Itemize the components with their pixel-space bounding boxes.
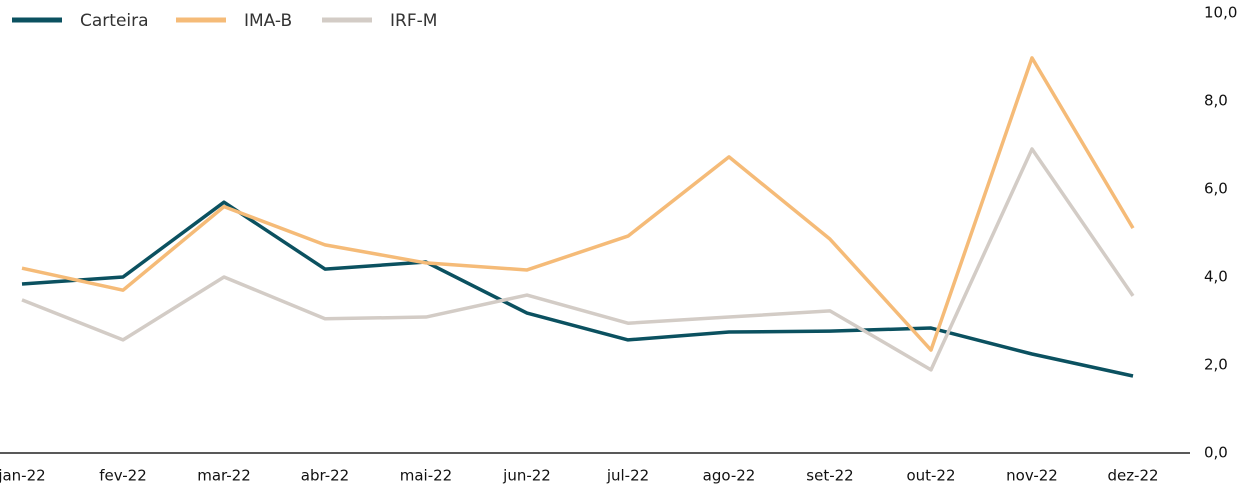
x-tick-label: ago-22 [703,467,756,485]
y-tick-label: 6,0 [1204,180,1228,198]
series-line [21,147,1135,372]
y-tick-label: 0,0 [1204,444,1228,462]
x-tick-label: mar-22 [197,467,251,485]
x-tick-label: dez-22 [1107,467,1158,485]
y-tick-label: 10,0 [1204,4,1237,22]
legend-label: Carteira [80,11,149,31]
x-tick-label: mai-22 [400,467,452,485]
y-tick-label: 8,0 [1204,92,1228,110]
x-tick-label: out-22 [906,467,955,485]
y-tick-label: 2,0 [1204,356,1228,374]
x-tick-label: fev-22 [99,467,146,485]
series-line [21,56,1135,352]
x-tick-label: jul-22 [606,467,649,485]
x-tick-label: abr-22 [301,467,349,485]
x-tick-label: set-22 [806,467,853,485]
legend-label: IRF-M [390,11,437,31]
x-tick-label: jun-22 [502,467,551,485]
x-tick-label: nov-22 [1006,467,1058,485]
legend-label: IMA-B [244,11,292,31]
y-tick-label: 4,0 [1204,268,1228,286]
x-tick-label: jan-22 [0,467,46,485]
